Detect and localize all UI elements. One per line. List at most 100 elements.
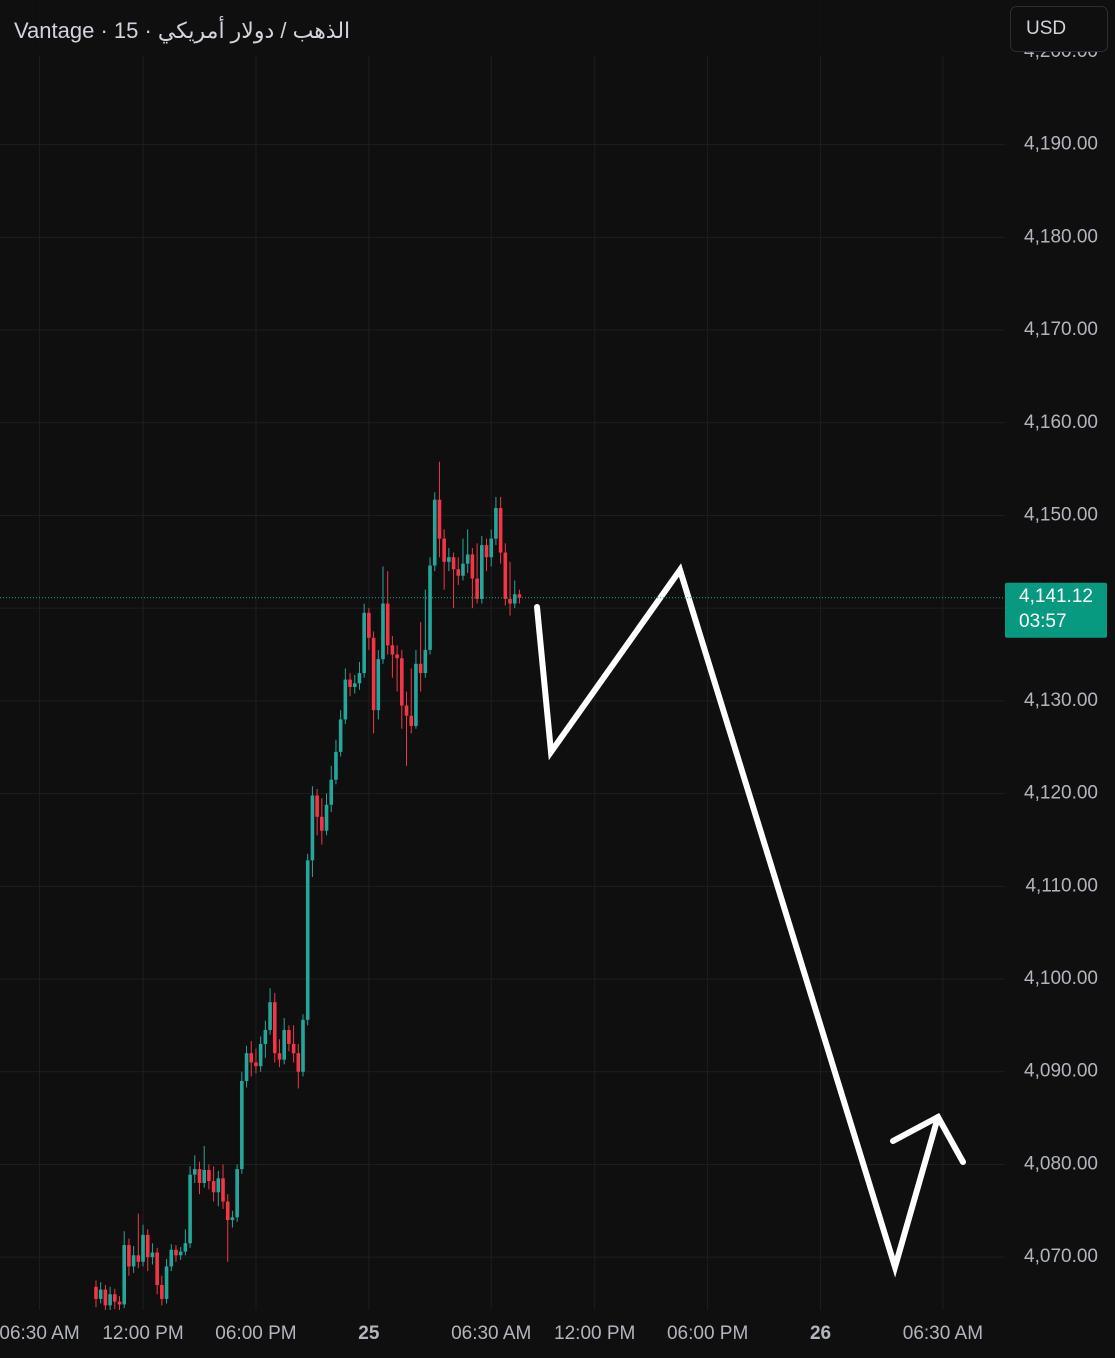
candle-body xyxy=(291,1043,296,1054)
candle xyxy=(517,589,522,604)
candle-body xyxy=(447,557,451,562)
candle xyxy=(296,1043,301,1089)
candle xyxy=(310,786,315,878)
x-tick-label: 25 xyxy=(358,1323,380,1344)
candle xyxy=(160,1275,164,1306)
candle-body xyxy=(197,1169,202,1183)
candle xyxy=(512,580,517,609)
candle xyxy=(484,538,489,572)
candle-body xyxy=(117,1301,122,1305)
candle-body xyxy=(305,860,310,1020)
candle-body xyxy=(338,719,343,752)
candle xyxy=(428,557,432,655)
y-tick-label: 4,160.00 xyxy=(1024,412,1098,433)
candle-body xyxy=(188,1174,192,1244)
y-tick-label: 4,110.00 xyxy=(1025,875,1098,896)
candle xyxy=(367,608,371,650)
candle xyxy=(145,1229,150,1272)
candle-body xyxy=(367,612,371,638)
x-tick-label: 06:00 PM xyxy=(215,1323,296,1344)
y-tick-label: 4,120.00 xyxy=(1024,783,1098,804)
last-price-tag xyxy=(1005,582,1107,638)
y-tick-label: 4,100.00 xyxy=(1024,968,1098,989)
candle xyxy=(305,853,310,1026)
candle xyxy=(334,739,338,785)
candle xyxy=(456,557,461,586)
candle-body xyxy=(390,645,395,655)
candle xyxy=(465,529,470,573)
candle xyxy=(268,988,272,1035)
candle-body xyxy=(404,705,409,716)
candle xyxy=(362,603,366,678)
currency-label[interactable]: USD xyxy=(1026,18,1066,39)
y-tick-label: 4,070.00 xyxy=(1024,1246,1098,1267)
candle xyxy=(437,461,442,558)
candle-body xyxy=(376,659,381,711)
candle-body xyxy=(113,1294,117,1302)
axes: 4,070.00 4,080.00 4,090.00 4,100.00 4,110.00… xyxy=(0,41,1107,1344)
candle xyxy=(371,631,376,734)
candle xyxy=(291,1025,296,1063)
candle-body xyxy=(456,569,461,576)
currency-button[interactable]: USD xyxy=(1010,6,1108,52)
candle xyxy=(272,992,277,1063)
candle xyxy=(475,543,479,604)
chart-title: Vantage · 15 · الذهب / دولار أمريكي xyxy=(14,16,350,44)
y-tick-label: 4,080.00 xyxy=(1024,1153,1098,1174)
candle-body xyxy=(329,779,334,805)
candle-body xyxy=(249,1053,254,1063)
candle-body xyxy=(385,603,390,646)
candle-body xyxy=(272,1002,277,1054)
candle-body xyxy=(395,654,399,659)
candle-body xyxy=(371,637,376,711)
candle xyxy=(409,668,414,734)
drawn-arrowhead xyxy=(890,1112,966,1165)
candle-body xyxy=(108,1294,112,1306)
candle xyxy=(169,1244,174,1272)
candle-body xyxy=(221,1178,225,1202)
candle xyxy=(113,1288,117,1310)
candle-body xyxy=(414,663,418,726)
candle-body xyxy=(145,1234,150,1258)
candle-body xyxy=(296,1053,301,1072)
candle xyxy=(155,1247,159,1295)
candle-body xyxy=(202,1170,206,1183)
candle xyxy=(404,691,409,766)
candle-body xyxy=(475,578,479,599)
candle-body xyxy=(423,649,428,674)
candle xyxy=(442,529,446,590)
candle xyxy=(320,798,324,845)
candle xyxy=(385,571,390,655)
candle-body xyxy=(141,1234,145,1262)
candle xyxy=(414,649,418,729)
candle xyxy=(211,1166,216,1202)
candle xyxy=(315,788,319,836)
candle xyxy=(489,529,494,567)
candle xyxy=(240,1071,244,1174)
candle-body xyxy=(155,1252,159,1285)
candle xyxy=(348,673,352,697)
candle-body xyxy=(254,1062,258,1067)
candle-body xyxy=(343,679,348,720)
candle xyxy=(352,674,357,694)
candle xyxy=(197,1161,202,1195)
candle xyxy=(263,1020,268,1058)
candle xyxy=(329,765,334,813)
candle xyxy=(282,1017,286,1065)
candle xyxy=(136,1213,141,1269)
candle-body xyxy=(103,1289,108,1306)
candle-body xyxy=(451,557,456,570)
candle-body xyxy=(258,1043,263,1067)
candle xyxy=(461,538,465,581)
candle xyxy=(395,645,399,692)
candle xyxy=(508,561,512,616)
candle-body xyxy=(136,1255,141,1262)
candle xyxy=(494,496,498,546)
candle-body xyxy=(178,1251,183,1256)
y-tick-label: 4,170.00 xyxy=(1024,319,1098,340)
candle xyxy=(98,1282,103,1304)
drawn-path xyxy=(534,563,941,1278)
candle-body xyxy=(282,1030,286,1060)
currency-button-frame[interactable] xyxy=(1010,6,1108,52)
